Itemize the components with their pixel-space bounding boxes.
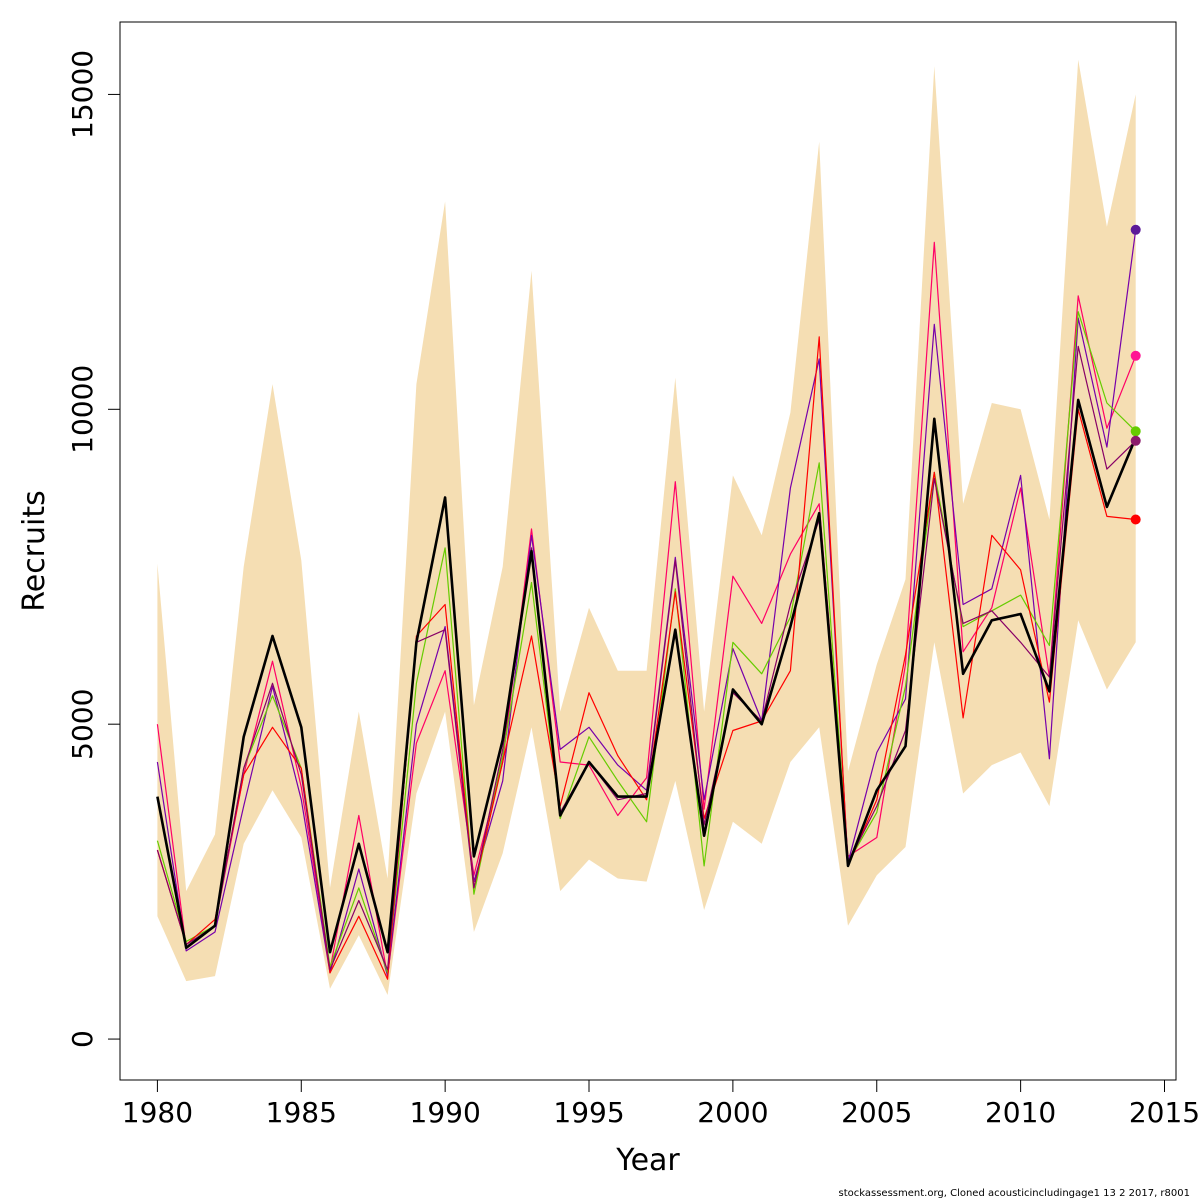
- x-tick-label-5: 2005: [841, 1096, 912, 1129]
- series-line-0: [156, 398, 1137, 954]
- x-tick-label-2: 1990: [410, 1096, 481, 1129]
- x-tick-label-3: 1995: [553, 1096, 624, 1129]
- x-tick-label-1: 1985: [266, 1096, 337, 1129]
- y-tick-label-1: 5000: [66, 689, 99, 760]
- footnote: stockassessment.org, Cloned acousticincl…: [839, 1188, 1190, 1199]
- y-axis-title: Recruits: [17, 490, 52, 612]
- x-axis-title: Year: [615, 1143, 680, 1178]
- confidence-band: [157, 59, 1136, 996]
- end-points: [1130, 224, 1141, 525]
- axes: 1980 1985 1990 1995 2000 2005 2010 2015 0 5000 100…: [66, 50, 1200, 1129]
- end-point-2: [1130, 426, 1141, 437]
- end-point-3: [1130, 435, 1141, 446]
- x-tick-label-6: 2010: [985, 1096, 1056, 1129]
- x-tick-label-7: 2015: [1129, 1096, 1200, 1129]
- x-tick-label-4: 2000: [697, 1096, 768, 1129]
- y-tick-label-0: 0: [66, 1030, 99, 1048]
- end-point-1: [1130, 350, 1141, 361]
- band-area: [157, 59, 1136, 996]
- end-point-4: [1130, 514, 1141, 525]
- y-tick-label-3: 15000: [66, 50, 99, 139]
- x-tick-label-0: 1980: [122, 1096, 193, 1129]
- series-lines: [156, 229, 1137, 980]
- end-point-0: [1130, 224, 1141, 235]
- y-tick-label-2: 10000: [66, 365, 99, 454]
